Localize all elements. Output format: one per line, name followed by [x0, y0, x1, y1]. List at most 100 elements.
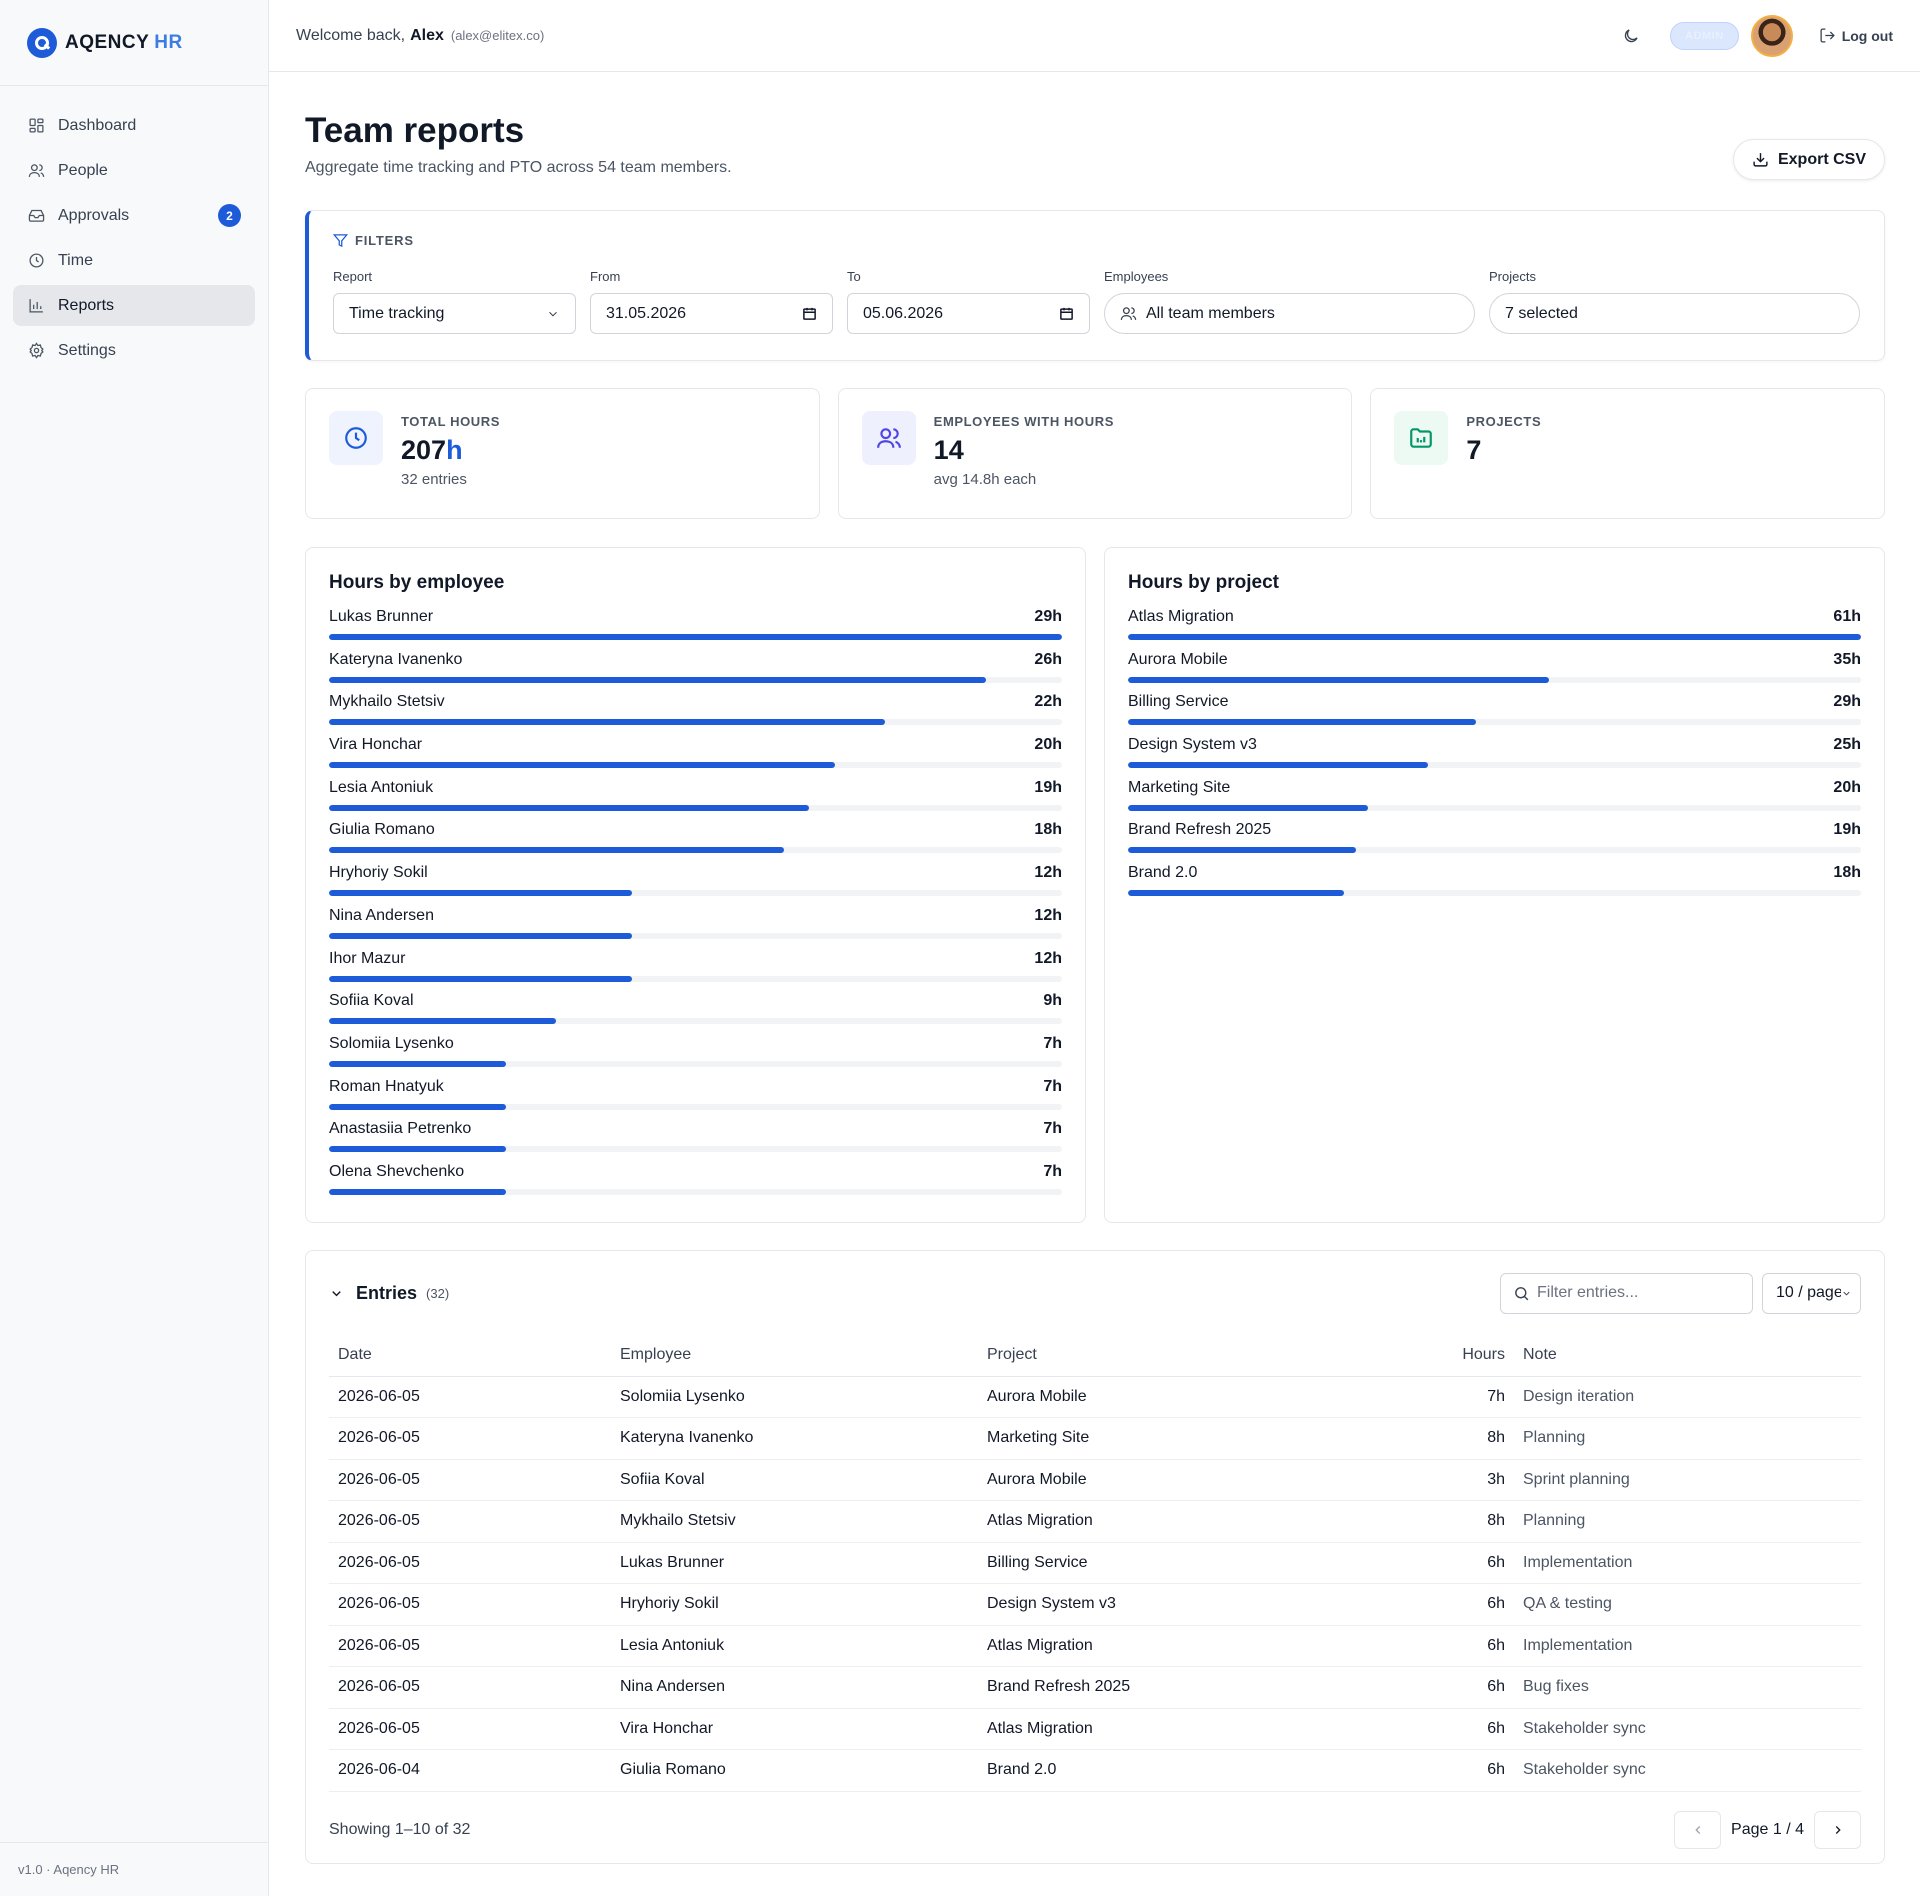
to-label: To [847, 269, 861, 284]
chevron-down-icon [332, 1290, 341, 1296]
table-row[interactable]: 2026-06-05 Lesia Antoniuk Atlas Migration 6… [329, 1625, 1861, 1667]
sidebar-item-label: Dashboard [58, 116, 137, 134]
bar-track [1128, 762, 1861, 769]
version-label: v1.0 · Aqency HR [0, 1842, 268, 1896]
bar-row: Ihor Mazur 12h [329, 950, 1062, 982]
sidebar-item-people[interactable]: People [13, 150, 255, 191]
cell-hours: 3h [1440, 1459, 1514, 1501]
calendar-icon[interactable] [1059, 306, 1074, 321]
cell-project: Aurora Mobile [978, 1459, 1440, 1501]
sidebar-item-approvals[interactable]: Approvals 2 [13, 195, 255, 236]
previous-page-button[interactable] [1674, 1810, 1722, 1849]
table-row[interactable]: 2026-06-05 Nina Andersen Brand Refresh 202… [329, 1666, 1861, 1709]
bar-fill [329, 1103, 506, 1110]
to-date-input[interactable]: 05.06.2026 [847, 293, 1090, 334]
bar-label: Nina Andersen [329, 906, 434, 924]
per-page-select[interactable]: 10 / page [1762, 1272, 1861, 1314]
bar-fill [1128, 890, 1345, 897]
employee-bar-list: Lukas Brunner 29h Kateryna Ivanenko 26h Mykh… [329, 608, 1062, 1195]
bar-fill [1128, 762, 1429, 769]
entries-toggle[interactable]: Entries (32) [329, 1283, 449, 1304]
report-select[interactable]: Time tracking [333, 293, 576, 334]
sidebar-item-reports[interactable]: Reports [13, 285, 255, 326]
bar-value: 9h [1043, 992, 1062, 1010]
bar-row: Olena Shevchenko 7h [329, 1163, 1062, 1195]
next-page-button[interactable] [1814, 1810, 1861, 1849]
entries-count: (32) [426, 1285, 450, 1301]
cell-hours: 8h [1440, 1417, 1514, 1460]
filter-entries-input[interactable]: Filter entries... [1500, 1272, 1753, 1314]
cell-note: Stakeholder sync [1514, 1708, 1861, 1750]
moon-icon [1624, 28, 1638, 42]
bar-label: Solomiia Lysenko [329, 1034, 454, 1052]
table-row[interactable]: 2026-06-05 Kateryna Ivanenko Marketing Sit… [329, 1417, 1861, 1460]
cell-date: 2026-06-04 [329, 1749, 611, 1792]
users-icon [1120, 307, 1137, 320]
export-csv-button[interactable]: Export CSV [1732, 139, 1885, 180]
column-date[interactable]: Date [329, 1335, 611, 1377]
report-label: Report [333, 269, 373, 284]
cell-project: Atlas Migration [978, 1625, 1440, 1667]
bar-track [1128, 847, 1861, 854]
table-row[interactable]: 2026-06-04 Giulia Romano Brand 2.0 6h Stakeh… [329, 1749, 1861, 1792]
projects-select[interactable]: 7 selected [1489, 293, 1860, 334]
bar-value: 29h [1833, 693, 1861, 711]
bar-label: Mykhailo Stetsiv [329, 693, 445, 711]
bar-track [329, 890, 1062, 897]
table-row[interactable]: 2026-06-05 Vira Honchar Atlas Migration 6h S… [329, 1708, 1861, 1750]
bar-fill [329, 847, 784, 854]
sidebar-item-dashboard[interactable]: Dashboard [13, 105, 255, 146]
bar-value: 18h [1034, 821, 1062, 839]
cell-hours: 6h [1440, 1583, 1514, 1626]
calendar-icon[interactable] [802, 306, 817, 321]
table-row[interactable]: 2026-06-05 Lukas Brunner Billing Service 6h… [329, 1542, 1861, 1584]
logout-button[interactable]: Log out [1819, 27, 1893, 44]
avatar[interactable] [1750, 14, 1793, 57]
cell-date: 2026-06-05 [329, 1500, 611, 1543]
bar-track [1128, 634, 1861, 640]
download-icon [1753, 153, 1768, 167]
bar-track [329, 1103, 1062, 1110]
chevron-down-icon [1841, 1287, 1852, 1299]
column-note[interactable]: Note [1514, 1335, 1861, 1377]
table-row[interactable]: 2026-06-05 Solomiia Lysenko Aurora Mobile 7… [329, 1376, 1861, 1418]
bar-row: Billing Service 29h [1128, 693, 1861, 726]
bar-value: 20h [1034, 736, 1062, 754]
search-icon [1515, 1286, 1529, 1300]
bar-chart-icon [27, 297, 45, 315]
clock-icon [329, 411, 383, 465]
clock-icon [27, 252, 45, 270]
bar-track [329, 1146, 1062, 1153]
bar-fill [1128, 847, 1357, 854]
employees-select[interactable]: All team members [1104, 293, 1475, 334]
from-date-input[interactable]: 31.05.2026 [590, 293, 833, 334]
stat-value: 14 [933, 435, 964, 465]
table-row[interactable]: 2026-06-05 Sofiia Koval Aurora Mobile 3h Spr… [329, 1459, 1861, 1501]
bar-fill [1128, 634, 1861, 640]
bar-label: Lukas Brunner [329, 608, 434, 625]
stat-card-employees: EMPLOYEES WITH HOURS 14 avg 14.8h each [837, 388, 1353, 519]
brand[interactable]: AQENCY HR [0, 0, 268, 86]
theme-toggle-button[interactable] [1616, 21, 1646, 51]
column-employee[interactable]: Employee [611, 1335, 978, 1377]
cell-note: Planning [1514, 1417, 1861, 1460]
user-name: Alex [410, 26, 444, 44]
column-hours[interactable]: Hours [1440, 1335, 1514, 1377]
page-title: Team reports [305, 111, 525, 150]
table-row[interactable]: 2026-06-05 Hryhoriy Sokil Design System v3… [329, 1583, 1861, 1626]
bar-track [329, 1018, 1062, 1025]
sidebar-item-label: Time [58, 251, 93, 269]
cell-hours: 6h [1440, 1666, 1514, 1709]
bar-fill [329, 975, 633, 982]
bar-track [1128, 719, 1861, 726]
welcome-message: Welcome back, Alex (alex@elitex.co) [296, 26, 545, 44]
cell-employee: Hryhoriy Sokil [611, 1583, 978, 1626]
table-row[interactable]: 2026-06-05 Mykhailo Stetsiv Atlas Migratio… [329, 1500, 1861, 1543]
bar-row: Sofiia Koval 9h [329, 992, 1062, 1025]
sidebar-item-time[interactable]: Time [13, 240, 255, 281]
bar-label: Vira Honchar [329, 736, 423, 754]
cell-note: Implementation [1514, 1542, 1861, 1584]
bar-label: Billing Service [1128, 693, 1229, 711]
column-project[interactable]: Project [978, 1335, 1440, 1377]
sidebar-item-settings[interactable]: Settings [13, 330, 255, 371]
